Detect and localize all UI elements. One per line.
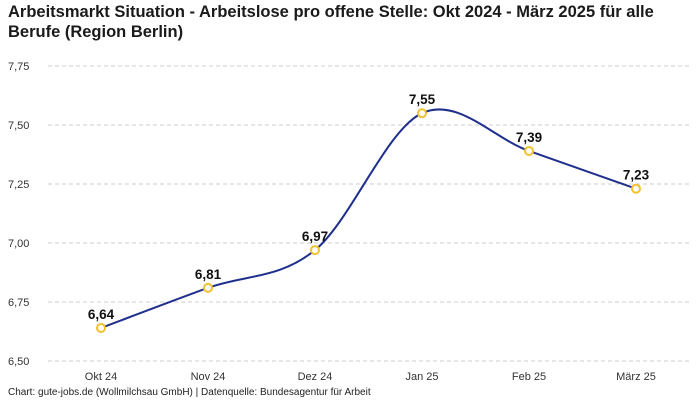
y-tick-label: 7,50: [8, 120, 29, 132]
y-tick-label: 7,00: [8, 238, 29, 250]
chart-title: Arbeitsmarkt Situation - Arbeitslose pro…: [8, 3, 654, 41]
chart-footer: Chart: gute-jobs.de (Wollmilchsau GmbH) …: [8, 387, 371, 398]
y-tick-label: 7,25: [8, 179, 29, 191]
data-markers: [96, 108, 641, 333]
x-tick-label: Nov 24: [191, 371, 226, 383]
y-tick-label: 7,75: [8, 61, 29, 73]
data-point-marker: [524, 145, 534, 156]
x-tick-label: Okt 24: [85, 371, 117, 383]
x-tick-label: Dez 24: [298, 371, 333, 383]
x-tick-label: März 25: [616, 371, 656, 383]
data-point-marker: [203, 282, 213, 293]
series-line: [100, 108, 637, 329]
y-axis-tick-labels: 6,50 6,75 7,00 7,25 7,50 7,75: [8, 61, 29, 368]
data-point-marker: [96, 322, 106, 333]
data-label: 6,97: [302, 229, 328, 244]
data-point-marker: [310, 245, 320, 256]
x-tick-label: Feb 25: [512, 371, 546, 383]
x-tick-label: Jan 25: [405, 371, 438, 383]
data-label: 7,55: [409, 92, 436, 107]
y-tick-label: 6,50: [8, 356, 29, 368]
data-label: 7,23: [623, 168, 650, 183]
x-axis-tick-labels: Okt 24 Nov 24 Dez 24 Jan 25 Feb 25 März 25: [85, 371, 656, 383]
data-point-marker: [631, 183, 641, 194]
data-point-marker: [417, 108, 427, 119]
y-tick-label: 6,75: [8, 297, 29, 309]
data-label: 6,64: [88, 307, 115, 322]
gridlines: [48, 65, 692, 362]
data-labels: 6,64 6,81 6,97 7,55 7,39 7,23: [88, 92, 650, 322]
data-label: 7,39: [516, 130, 542, 145]
data-label: 6,81: [195, 267, 222, 282]
